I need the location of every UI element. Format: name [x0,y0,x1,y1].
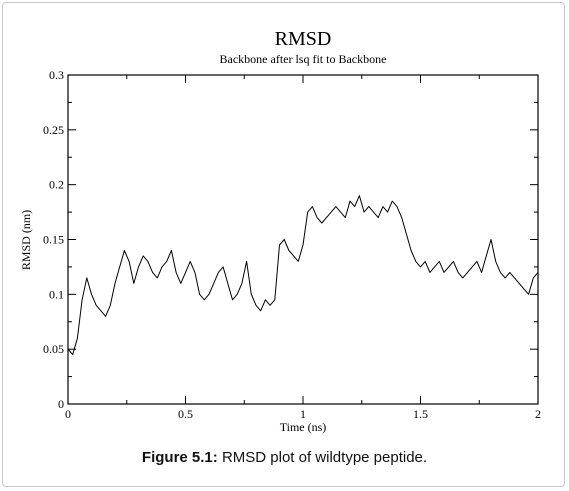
y-tick-label: 0.2 [49,178,64,192]
caption-label: Figure 5.1: [141,449,218,466]
figure-frame [2,2,565,487]
x-tick-label: 1.5 [413,407,428,421]
y-tick-label: 0 [58,397,64,411]
y-tick-label: 0.3 [49,68,64,82]
y-tick-label: 0.1 [49,287,64,301]
y-axis-label: RMSD (nm) [19,210,33,270]
chart-subtitle: Backbone after lsq fit to Backbone [220,52,387,66]
plot-area-frame [67,74,539,405]
y-tick-label: 0.15 [43,233,64,247]
x-tick-label: 0 [65,407,71,421]
chart-title: RMSD [275,28,332,50]
y-tick-label: 0.25 [43,123,64,137]
x-tick-label: 0.5 [178,407,193,421]
figure-caption: Figure 5.1: RMSD plot of wildtype peptid… [0,449,569,466]
x-axis-label: Time (ns) [280,420,327,434]
x-tick-label: 2 [535,407,541,421]
x-tick-label: 1 [300,407,306,421]
rmsd-series-line [67,195,539,356]
caption-text: RMSD plot of wildtype peptide. [217,449,428,466]
y-tick-label: 0.05 [43,342,64,356]
